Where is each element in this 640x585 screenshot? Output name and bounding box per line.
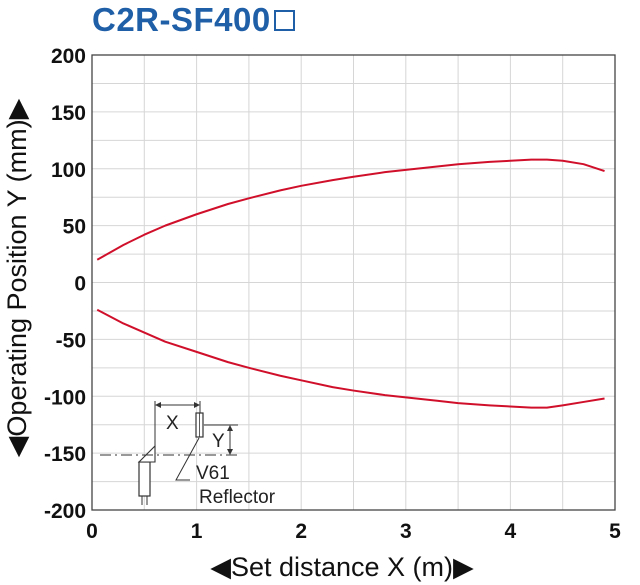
plot-border [91, 54, 616, 511]
y-tick-label: -200 [44, 500, 86, 523]
x-tick-labels: 0 1 2 3 4 5 [86, 520, 621, 543]
y-axis-label: ◀Operating Position Y (mm)▶ [2, 98, 32, 457]
reflector-leader-line [175, 437, 200, 481]
y-tick-label: 50 [63, 216, 86, 239]
y-tick-labels: 200 150 100 50 0 -50 -100 -150 -200 [44, 45, 86, 523]
x-tick-label: 2 [295, 520, 307, 543]
y-arrow-top [227, 425, 233, 431]
y-tick-label: -100 [44, 386, 86, 409]
x-tick-label: 1 [191, 520, 203, 543]
y-tick-label: -150 [44, 443, 86, 466]
y-dimension-label: Y [212, 431, 225, 452]
grid [92, 55, 615, 510]
series-group [96, 158, 605, 409]
lower-boundary-line [96, 308, 605, 409]
y-tick-label: 150 [51, 102, 86, 125]
x-tick-label: 4 [505, 520, 517, 543]
sensor-lens [137, 444, 156, 463]
x-arrow-right [194, 402, 200, 408]
x-dimension-label: X [166, 413, 179, 434]
x-tick-label: 3 [400, 520, 412, 543]
title-box-symbol [273, 9, 295, 31]
y-tick-label: 200 [51, 45, 86, 68]
x-axis-label: ◀Set distance X (m)▶ [210, 552, 474, 582]
setup-diagram: X Y V61 Reflector [100, 401, 276, 508]
reflector-caption: Reflector [199, 487, 276, 508]
x-arrow-left [155, 402, 161, 408]
y-tick-label: -50 [56, 329, 86, 352]
sensor-body [138, 461, 151, 497]
x-tick-label: 0 [86, 520, 98, 543]
y-arrow-bottom [227, 449, 233, 455]
reflector-model-label: V61 [196, 463, 230, 484]
plot-frame [91, 54, 616, 511]
upper-boundary-line [96, 158, 605, 261]
y-tick-label: 0 [74, 273, 86, 296]
chart-title: C2R-SF400 [92, 1, 295, 38]
y-tick-label: 100 [51, 159, 86, 182]
chart-title-text: C2R-SF400 [92, 1, 271, 38]
x-tick-label: 5 [609, 520, 621, 543]
